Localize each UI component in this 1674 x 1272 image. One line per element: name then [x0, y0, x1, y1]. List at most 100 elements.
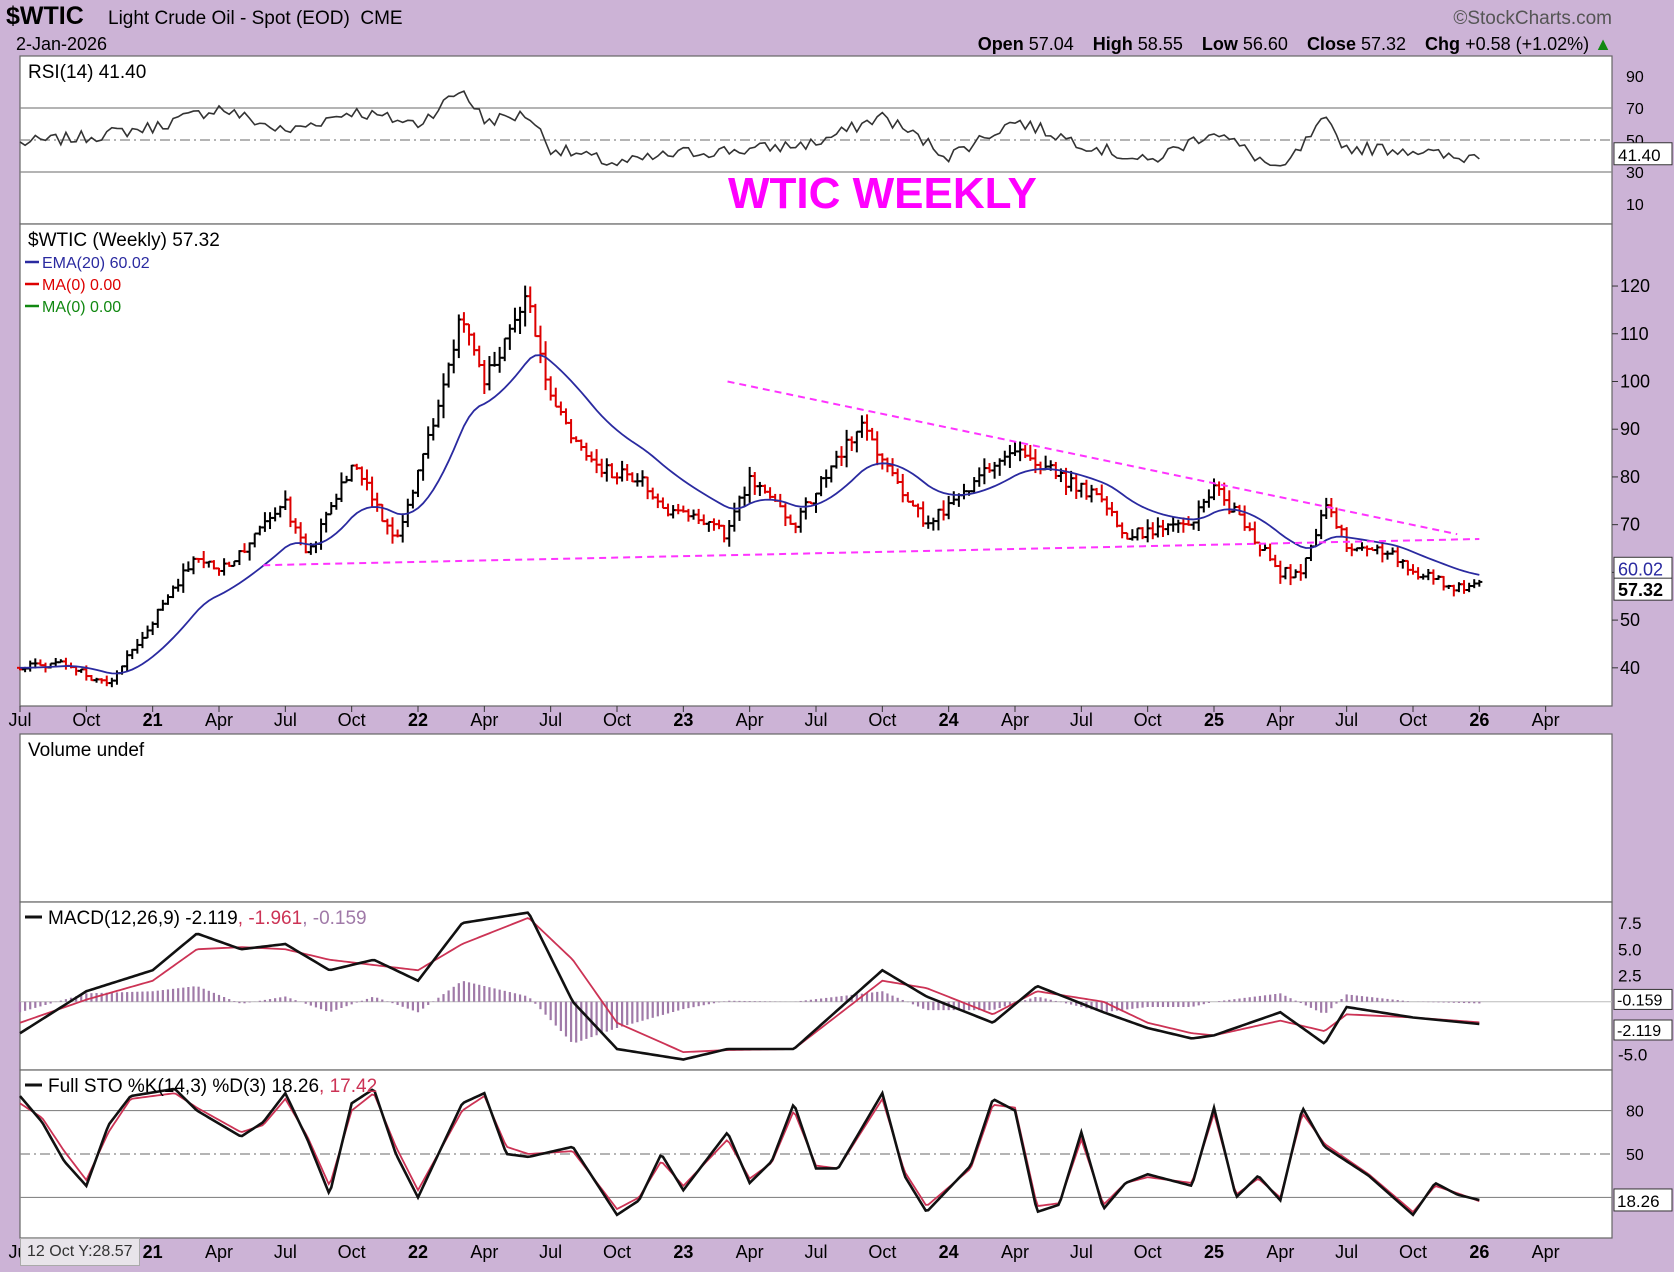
rsi-last-value: 41.40: [1618, 146, 1661, 165]
macd-legend-sep2: ,: [302, 908, 313, 929]
stochastic-tick-label: 80: [1626, 1104, 1644, 1121]
macd-legend-label: MACD(12,26,9): [48, 908, 180, 929]
panel-backgrounds: [19, 55, 1613, 1239]
x-tick-label-bottom: Oct: [338, 1242, 366, 1262]
price-tick-label: 50: [1620, 610, 1640, 630]
ema-line: [19, 354, 1480, 675]
close-label: Close: [1306, 34, 1356, 54]
x-tick-label-bottom: Apr: [205, 1242, 233, 1262]
ma2-legend: MA(0) 0.00: [42, 299, 121, 316]
close-value: 57.32: [1360, 34, 1407, 54]
price-last-value-box: [1613, 577, 1673, 601]
price-last-value: 60.02: [1618, 559, 1663, 579]
x-tick-label-bottom: Jul: [1335, 1242, 1358, 1262]
trendline: [727, 380, 1458, 536]
x-tick-label: Apr: [1001, 710, 1029, 730]
x-tick-label-bottom: Apr: [1001, 1242, 1029, 1262]
macd-panel: [19, 901, 1613, 1071]
macd-tick-label: 5.0: [1618, 940, 1642, 959]
high-value: 58.55: [1137, 34, 1183, 54]
x-tick-label: 23: [673, 710, 693, 730]
macd-legend-signal: -1.961: [248, 908, 302, 929]
exchange-text: CME: [360, 8, 403, 29]
x-tick-label: Oct: [868, 710, 896, 730]
x-tick-label-bottom: 24: [939, 1242, 959, 1262]
rsi-plot: [19, 90, 1480, 167]
macd-plot: [18, 911, 1481, 1061]
rsi-tick-label: 10: [1626, 197, 1644, 214]
x-tick-label-bottom: 25: [1204, 1242, 1224, 1262]
x-tick-label: Jul: [8, 710, 31, 730]
x-tick-label-bottom: Jul: [1070, 1242, 1093, 1262]
x-tick-label: Apr: [736, 710, 764, 730]
x-tick-label: 25: [1204, 710, 1224, 730]
macd-line: [19, 911, 1480, 1061]
x-tick-label: Oct: [72, 710, 100, 730]
macd-legend: MACD(12,26,9) -2.119, -1.961, -0.159: [48, 908, 367, 929]
price-tick-label: 100: [1620, 371, 1650, 391]
x-tick-label-bottom: 23: [673, 1242, 693, 1262]
stochastic-last-value-box: [1613, 1188, 1673, 1212]
macd-tick-label: -5.0: [1618, 1045, 1647, 1064]
rsi-tick-label: 30: [1626, 165, 1644, 182]
price-tick-label: 110: [1620, 324, 1649, 344]
price-legend: $WTIC (Weekly) 57.32: [28, 230, 220, 251]
x-tick-label-bottom: 22: [408, 1242, 428, 1262]
macd-tick-label: 7.5: [1618, 914, 1642, 933]
x-tick-label: Oct: [1134, 710, 1162, 730]
stochastic-legend-label: Full STO %K(14,3) %D(3): [48, 1076, 266, 1097]
panel-legends: RSI(14) 41.40 $WTIC (Weekly) 57.32 EMA(2…: [25, 62, 1037, 1097]
stockcharts-watermark: ©StockCharts.com: [1453, 8, 1612, 29]
low-label: Low: [1201, 34, 1238, 54]
stochastic-last-value: 18.26: [1617, 1192, 1660, 1211]
wtic-weekly-annotation: WTIC WEEKLY: [728, 169, 1037, 218]
macd-legend-macd: -2.119: [185, 908, 237, 929]
x-tick-label: Oct: [338, 710, 366, 730]
x-tick-label-bottom: Oct: [603, 1242, 631, 1262]
price-tick-label: 120: [1620, 276, 1650, 296]
macd-last-value: -0.159: [1617, 992, 1662, 1009]
x-tick-label: Oct: [1399, 710, 1427, 730]
symbol-title: $WTIC: [6, 2, 84, 30]
x-tick-label: Jul: [1070, 710, 1093, 730]
x-tick-label-bottom: Jul: [539, 1242, 562, 1262]
description-text: Light Crude Oil - Spot (EOD): [108, 8, 350, 29]
rsi-tick-label: 90: [1626, 69, 1644, 86]
stochastic-legend-k: 18.26: [271, 1076, 319, 1097]
macd-last-value: -2.119: [1617, 1023, 1661, 1040]
macd-last-value-box: [1613, 988, 1673, 1010]
x-tick-label: Apr: [205, 710, 233, 730]
axis-labels: Jul Jul Oct Oct 21 21 Apr Apr Jul Jul Oct Oct 22 22 Ap…: [8, 69, 1673, 1262]
price-bar: [1476, 579, 1483, 587]
header-date: 2-Jan-2026: [16, 34, 108, 54]
symbol-description: Light Crude Oil - Spot (EOD) CME: [108, 8, 403, 30]
crosshair-readout: 12 Oct Y:28.57: [20, 1238, 140, 1266]
stochastic-legend: Full STO %K(14,3) %D(3) 18.26, 17.42: [48, 1076, 377, 1097]
x-tick-label: 24: [939, 710, 959, 730]
x-tick-label-bottom: Jul: [274, 1242, 297, 1262]
x-tick-label-bottom: Jul: [804, 1242, 827, 1262]
price-last-value: 57.32: [1618, 580, 1663, 600]
macd-tick-label: 2.5: [1618, 967, 1642, 986]
x-tick-label-bottom: Oct: [1134, 1242, 1162, 1262]
x-tick-label-bottom: Oct: [868, 1242, 896, 1262]
stochastic-tick-label: 50: [1626, 1147, 1644, 1164]
x-tick-label: Jul: [539, 710, 562, 730]
x-tick-label-bottom: 26: [1469, 1242, 1489, 1262]
up-arrow-icon: ▲: [1594, 34, 1612, 54]
x-tick-label: 21: [143, 710, 163, 730]
volume-legend: Volume undef: [28, 740, 145, 761]
x-tick-label: Apr: [470, 710, 498, 730]
ohlc-summary: Open 57.04 High 58.55 Low 56.60 Close 57…: [978, 34, 1612, 55]
open-label: Open: [977, 34, 1024, 54]
stochastic-legend-sep: ,: [319, 1076, 330, 1097]
x-tick-label-bottom: Oct: [1399, 1242, 1427, 1262]
x-tick-label: Jul: [804, 710, 827, 730]
stochastic-k-line: [19, 1087, 1480, 1217]
x-tick-label-bottom: Apr: [736, 1242, 764, 1262]
x-tick-label: Apr: [1266, 710, 1294, 730]
x-tick-label: Jul: [274, 710, 297, 730]
ema-legend: EMA(20) 60.02: [42, 255, 150, 272]
